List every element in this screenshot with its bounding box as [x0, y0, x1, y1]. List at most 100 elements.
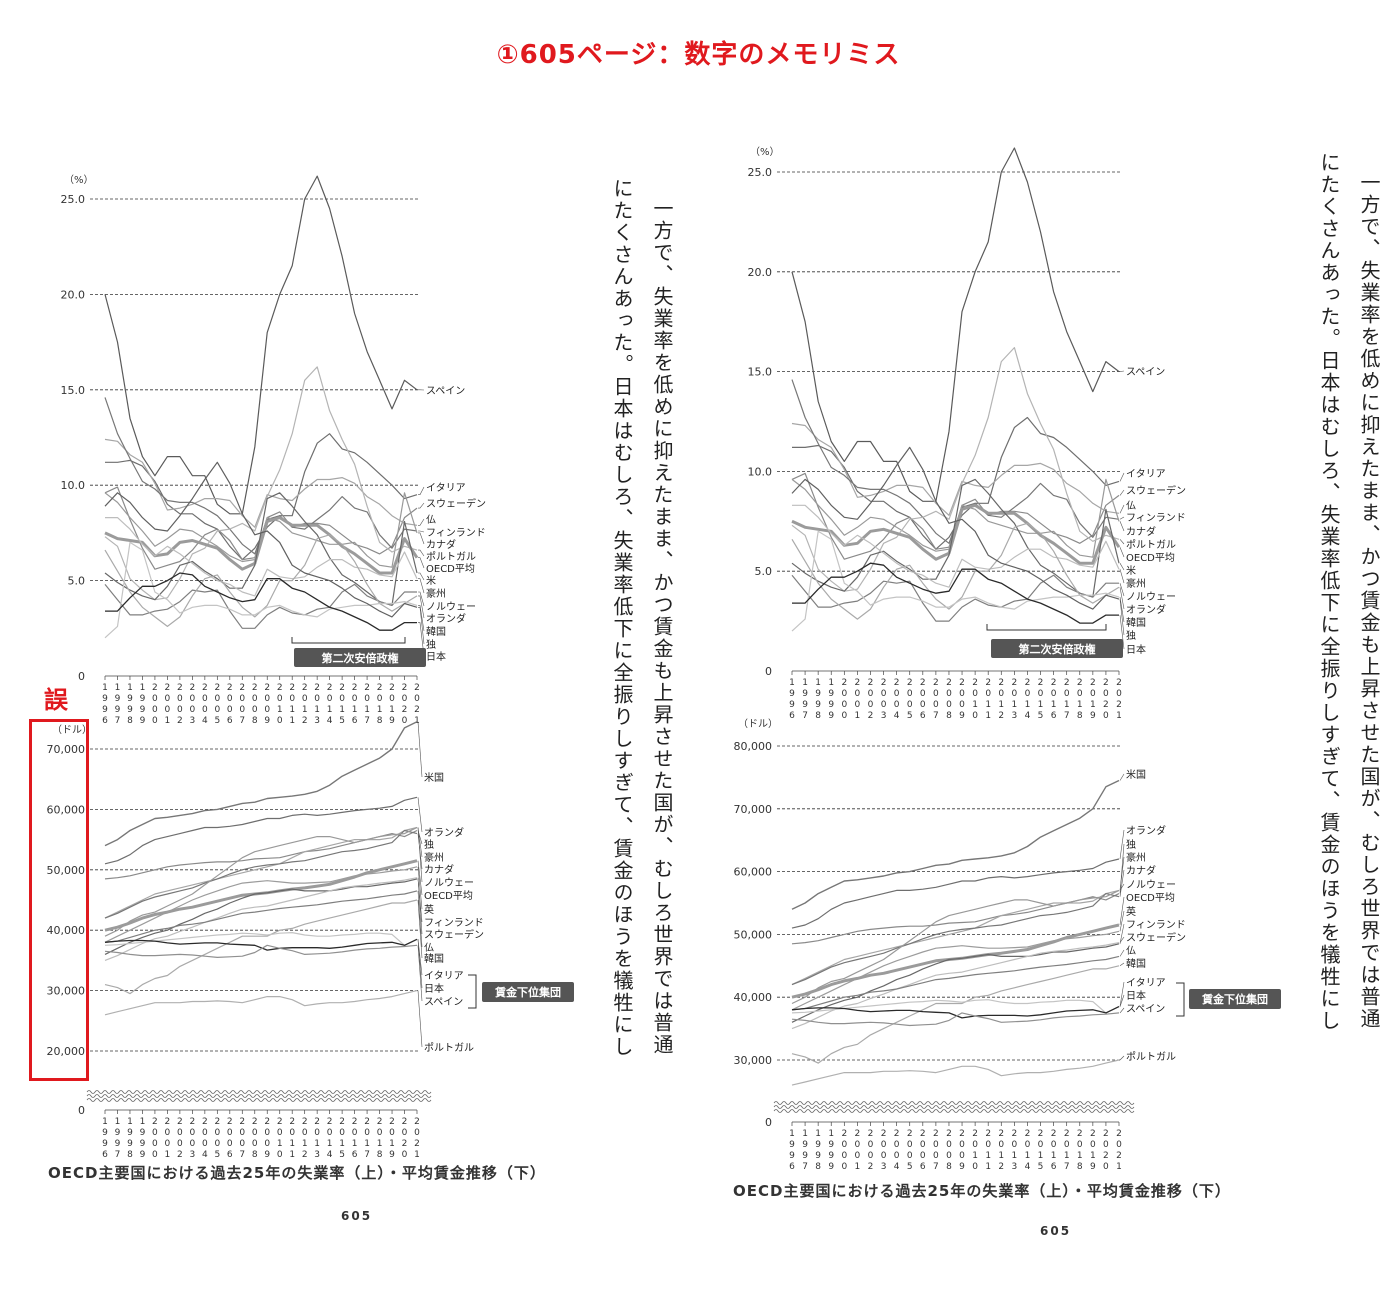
svg-text:0: 0 — [998, 689, 1004, 699]
svg-text:2: 2 — [1103, 1151, 1109, 1161]
svg-text:9: 9 — [828, 700, 834, 710]
body-text-line-2-right: にたくさんあった。日本はむしろ、失業率低下に全振りしすぎて、賃金のほうを犠牲にし — [1317, 152, 1341, 1032]
svg-text:0: 0 — [214, 1139, 220, 1149]
svg-text:2: 2 — [252, 1117, 258, 1127]
y-tick-label: 20.0 — [61, 288, 86, 301]
svg-text:2: 2 — [1116, 1151, 1122, 1161]
figure-caption-left: OECD主要国における過去25年の失業率（上）・平均賃金推移（下） — [48, 1164, 546, 1182]
series-label: フィンランド — [426, 527, 486, 539]
series-label: イタリア — [426, 482, 466, 494]
series-line — [104, 541, 418, 639]
svg-text:0: 0 — [959, 689, 965, 699]
label-leader — [418, 605, 425, 632]
svg-text:1: 1 — [1051, 700, 1057, 710]
svg-text:2: 2 — [1116, 1129, 1122, 1139]
svg-text:2: 2 — [402, 683, 408, 693]
svg-text:0: 0 — [907, 689, 913, 699]
y-tick-label: 40,000 — [47, 924, 86, 937]
svg-text:9: 9 — [828, 1162, 834, 1172]
label-leader — [1119, 883, 1125, 891]
svg-text:0: 0 — [202, 1128, 208, 1138]
svg-text:2: 2 — [920, 1129, 926, 1139]
series-line — [104, 492, 418, 607]
svg-text:8: 8 — [127, 1150, 133, 1160]
svg-text:0: 0 — [841, 711, 847, 721]
svg-text:9: 9 — [102, 1139, 108, 1149]
svg-text:3: 3 — [1011, 711, 1017, 721]
svg-text:4: 4 — [1025, 711, 1031, 721]
svg-text:0: 0 — [314, 1128, 320, 1138]
svg-text:2: 2 — [907, 1129, 913, 1139]
svg-text:0: 0 — [239, 694, 245, 704]
svg-text:2: 2 — [239, 1117, 245, 1127]
low-wage-label-box — [482, 982, 574, 1002]
label-leader — [1119, 472, 1125, 482]
label-leader — [1119, 615, 1125, 650]
svg-text:0: 0 — [1103, 711, 1109, 721]
series-line — [791, 147, 1120, 502]
svg-text:6: 6 — [227, 1150, 233, 1160]
label-leader — [1119, 936, 1125, 943]
svg-text:2: 2 — [239, 683, 245, 693]
svg-text:1: 1 — [277, 1139, 283, 1149]
body-text-line-1-right: 一方で、失業率を低めに抑えたまま、かつ賃金も上昇させた国が、むしろ世界では普通 — [1357, 172, 1381, 1030]
svg-text:2: 2 — [1103, 1129, 1109, 1139]
svg-text:1: 1 — [414, 716, 420, 726]
svg-text:0: 0 — [1103, 1162, 1109, 1172]
svg-text:2: 2 — [841, 678, 847, 688]
series-line — [104, 438, 418, 528]
svg-text:9: 9 — [789, 689, 795, 699]
svg-text:2: 2 — [998, 711, 1004, 721]
svg-text:8: 8 — [127, 716, 133, 726]
label-leader — [1119, 949, 1125, 957]
label-leader — [1119, 597, 1125, 623]
svg-text:2: 2 — [881, 678, 887, 688]
svg-text:0: 0 — [414, 694, 420, 704]
svg-text:2: 2 — [1116, 678, 1122, 688]
svg-text:1: 1 — [789, 1129, 795, 1139]
series-label: ポルトガル — [426, 551, 476, 563]
series-label: 仏 — [426, 514, 436, 526]
svg-text:2: 2 — [352, 1117, 358, 1127]
series-label: オランダ — [424, 826, 464, 839]
svg-text:2: 2 — [972, 678, 978, 688]
svg-text:0: 0 — [214, 1128, 220, 1138]
svg-text:8: 8 — [815, 711, 821, 721]
svg-text:7: 7 — [239, 1150, 245, 1160]
svg-text:2: 2 — [377, 1117, 383, 1127]
series-line — [791, 1006, 1120, 1019]
svg-text:0: 0 — [327, 694, 333, 704]
series-label: ポルトガル — [1126, 539, 1176, 551]
label-leader — [1119, 547, 1125, 558]
svg-text:2: 2 — [855, 1129, 861, 1139]
svg-text:1: 1 — [802, 678, 808, 688]
svg-text:0: 0 — [227, 1128, 233, 1138]
svg-text:1: 1 — [364, 1139, 370, 1149]
svg-text:0: 0 — [972, 711, 978, 721]
svg-text:9: 9 — [815, 700, 821, 710]
label-leader — [1119, 599, 1125, 636]
label-leader — [1119, 569, 1125, 584]
svg-text:0: 0 — [855, 689, 861, 699]
svg-text:0: 0 — [841, 1151, 847, 1161]
svg-text:2: 2 — [214, 683, 220, 693]
series-label: フィンランド — [1126, 512, 1186, 524]
svg-text:1: 1 — [998, 700, 1004, 710]
series-label: オランダ — [426, 612, 466, 625]
